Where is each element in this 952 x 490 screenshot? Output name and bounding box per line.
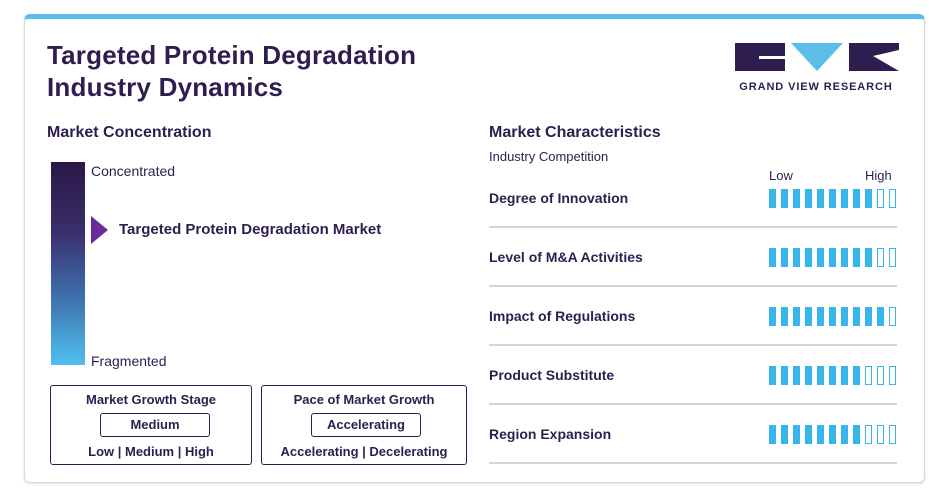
rating-segment-filled	[829, 189, 836, 208]
rating-bar	[769, 189, 901, 208]
growth-stage-scale: Low | Medium | High	[88, 444, 214, 459]
rating-segment-filled	[805, 189, 812, 208]
page-title: Targeted Protein Degradation Industry Dy…	[47, 39, 416, 103]
rating-segment-filled	[841, 189, 848, 208]
rating-segment-filled	[829, 307, 836, 326]
rating-segment-filled	[817, 189, 824, 208]
rating-segment-filled	[793, 425, 800, 444]
characteristic-label: Degree of Innovation	[489, 190, 629, 206]
market-characteristics-heading: Market Characteristics	[489, 124, 661, 141]
characteristic-row: Product Substitute	[489, 346, 897, 405]
rating-segment-filled	[841, 307, 848, 326]
market-growth-stage-box: Market Growth Stage Medium Low | Medium …	[50, 385, 252, 465]
industry-competition-subheading: Industry Competition	[489, 149, 609, 164]
growth-stage-value: Medium	[100, 413, 210, 437]
characteristic-row: Region Expansion	[489, 405, 897, 464]
rating-segment-empty	[877, 366, 884, 385]
rating-segment-filled	[829, 425, 836, 444]
characteristic-label: Impact of Regulations	[489, 308, 636, 324]
title-line-1: Targeted Protein Degradation	[47, 40, 417, 70]
rating-segment-filled	[805, 307, 812, 326]
market-concentration-heading: Market Concentration	[47, 124, 212, 141]
rating-segment-empty	[889, 248, 896, 267]
rating-segment-filled	[841, 425, 848, 444]
growth-pace-scale: Accelerating | Decelerating	[280, 444, 448, 459]
rating-segment-empty	[889, 425, 896, 444]
characteristic-row: Degree of Innovation	[489, 169, 897, 228]
rating-segment-filled	[805, 248, 812, 267]
rating-segment-filled	[817, 425, 824, 444]
rating-segment-filled	[841, 366, 848, 385]
rating-bar	[769, 248, 901, 267]
rating-segment-filled	[793, 307, 800, 326]
logo-wordmark: GRAND VIEW RESEARCH	[739, 81, 893, 93]
rating-segment-filled	[769, 366, 776, 385]
rating-segment-filled	[841, 248, 848, 267]
rating-segment-filled	[769, 189, 776, 208]
rating-segment-filled	[817, 248, 824, 267]
rating-segment-filled	[853, 248, 860, 267]
rating-segment-filled	[781, 366, 788, 385]
rating-segment-filled	[781, 189, 788, 208]
rating-bar	[769, 307, 901, 326]
rating-segment-filled	[865, 189, 872, 208]
rating-segment-filled	[805, 366, 812, 385]
scale-low-label: Low	[769, 168, 793, 183]
characteristic-row: Impact of Regulations	[489, 287, 897, 346]
growth-stage-title: Market Growth Stage	[85, 392, 217, 407]
growth-pace-value: Accelerating	[311, 413, 421, 437]
rating-segment-empty	[877, 189, 884, 208]
fragmented-label: Fragmented	[91, 353, 167, 369]
rating-segment-empty	[877, 425, 884, 444]
rating-segment-empty	[865, 366, 872, 385]
rating-segment-empty	[877, 248, 884, 267]
pace-of-market-growth-box: Pace of Market Growth Accelerating Accel…	[261, 385, 467, 465]
rating-segment-filled	[817, 366, 824, 385]
rating-segment-filled	[805, 425, 812, 444]
rating-segment-filled	[769, 248, 776, 267]
characteristic-label: Region Expansion	[489, 426, 612, 442]
grand-view-research-logo: GRAND VIEW RESEARCH	[733, 40, 899, 100]
rating-segment-filled	[829, 248, 836, 267]
rating-segment-filled	[865, 248, 872, 267]
rating-segment-filled	[853, 307, 860, 326]
characteristic-label: Level of M&A Activities	[489, 249, 643, 265]
industry-dynamics-card: Targeted Protein Degradation Industry Dy…	[24, 14, 925, 483]
rating-segment-filled	[817, 307, 824, 326]
market-marker-label: Targeted Protein Degradation Market	[119, 221, 382, 238]
title-line-2: Industry Dynamics	[47, 72, 284, 102]
rating-segment-filled	[769, 425, 776, 444]
market-pointer-icon	[91, 216, 108, 244]
rating-segment-empty	[889, 366, 896, 385]
rating-segment-filled	[853, 425, 860, 444]
rating-bar	[769, 425, 901, 444]
rating-segment-filled	[793, 366, 800, 385]
concentration-gradient-bar	[51, 162, 85, 365]
growth-pace-title: Pace of Market Growth	[293, 392, 435, 407]
logo-mark-icon	[735, 43, 899, 71]
rating-segment-filled	[781, 248, 788, 267]
rating-segment-empty	[889, 307, 896, 326]
rating-segment-filled	[793, 248, 800, 267]
rating-segment-empty	[865, 425, 872, 444]
rating-segment-filled	[769, 307, 776, 326]
rating-segment-filled	[853, 189, 860, 208]
rating-segment-filled	[793, 189, 800, 208]
rating-segment-filled	[781, 425, 788, 444]
characteristic-row: Level of M&A Activities	[489, 228, 897, 287]
characteristics-list: Degree of Innovation Level of M&A Activit…	[489, 169, 897, 464]
rating-segment-filled	[865, 307, 872, 326]
rating-segment-filled	[853, 366, 860, 385]
characteristic-label: Product Substitute	[489, 367, 615, 383]
scale-high-label: High	[865, 168, 892, 183]
rating-segment-empty	[889, 189, 896, 208]
rating-bar	[769, 366, 901, 385]
rating-segment-filled	[877, 307, 884, 326]
rating-segment-filled	[781, 307, 788, 326]
rating-segment-filled	[829, 366, 836, 385]
concentrated-label: Concentrated	[91, 163, 176, 179]
